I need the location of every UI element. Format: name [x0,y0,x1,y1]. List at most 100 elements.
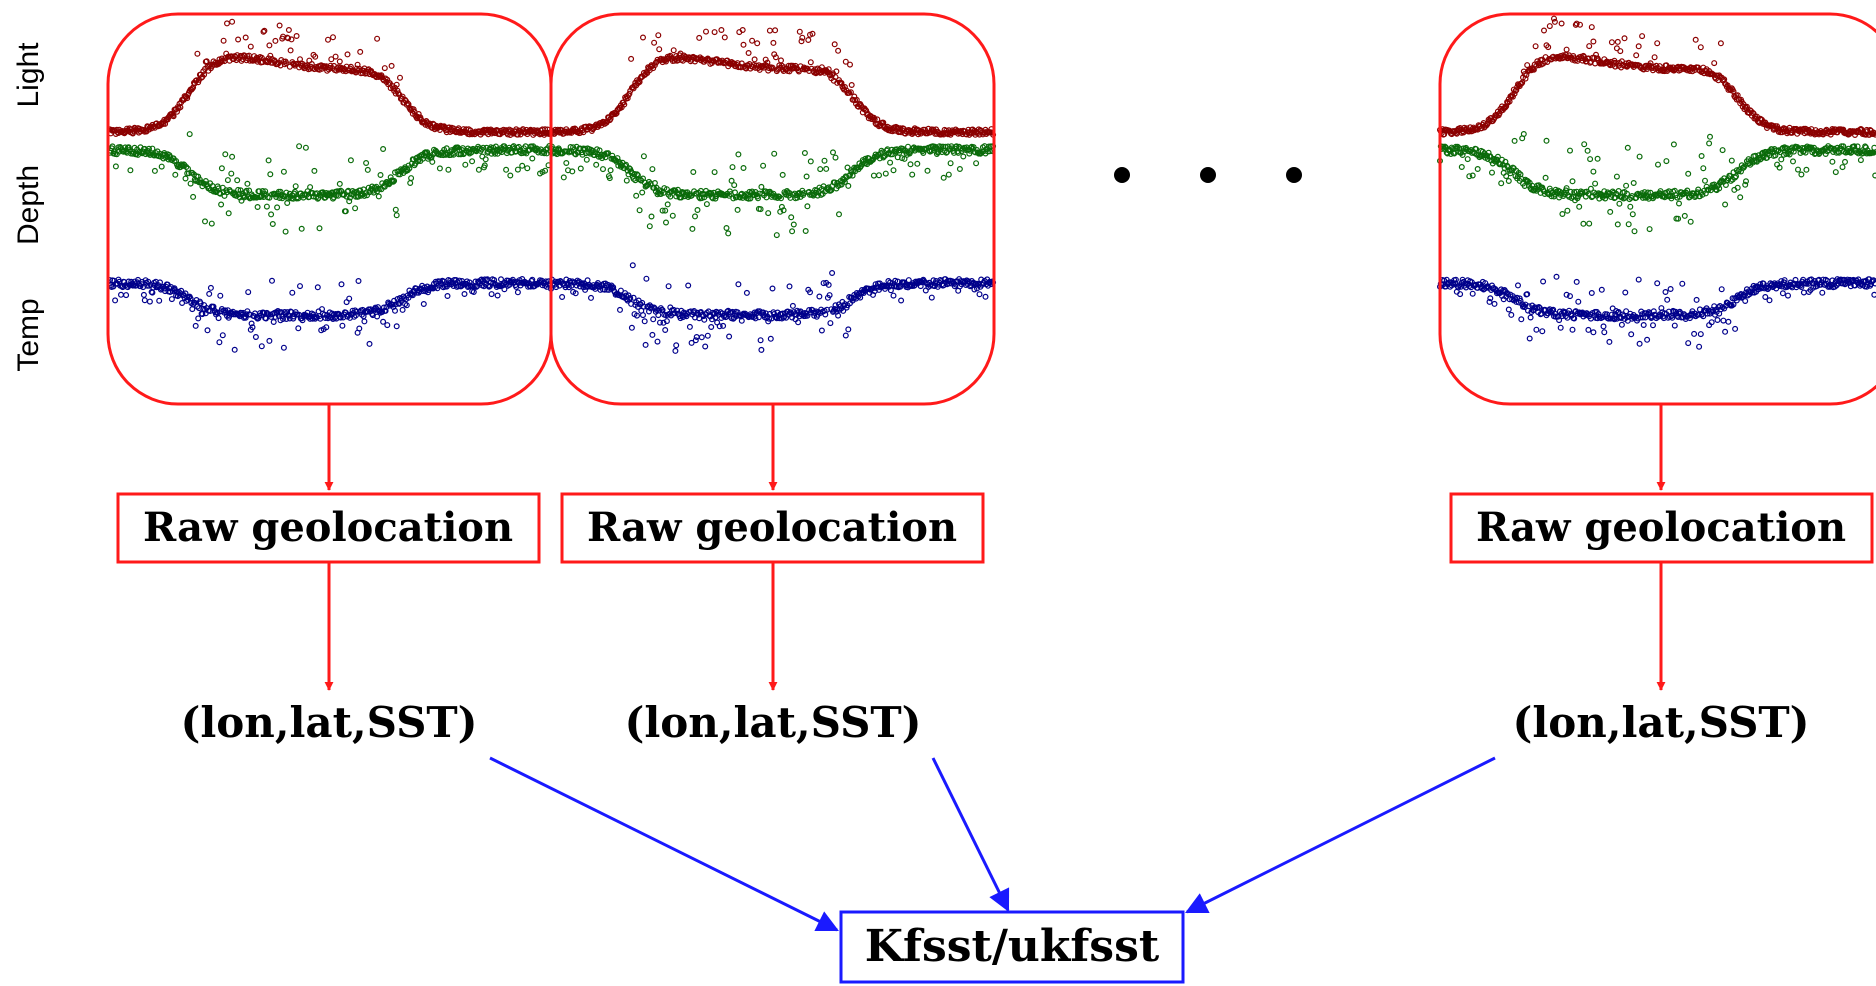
geolocation-box-1 [116,492,541,564]
sensor-sample-point [739,27,746,34]
sensor-sample-point [786,283,793,290]
sensor-sample-point [766,27,773,34]
sensor-sample-point [1494,153,1501,160]
sensor-sample-point [1563,185,1570,192]
sensor-sample-point [207,284,214,291]
sensor-sample-point [829,270,836,277]
sensor-sample-point [734,206,741,213]
sensor-sample-point [1737,194,1744,201]
sensor-sample-point [670,47,677,54]
sensor-sample-point [645,178,652,185]
sensor-sample-point [807,59,814,66]
sensor-sample-point [1498,180,1505,187]
sensor-sample-point [218,201,225,208]
sensor-sample-point [629,262,636,269]
sensor-sample-point [1614,221,1621,228]
sensor-sample-point [1841,158,1848,165]
sensor-sample-point [1586,220,1593,227]
sensor-sample-point [825,66,832,73]
geolocation-label-3: Raw geolocation [1476,504,1846,551]
sensor-sample-point [772,193,779,200]
sensor-sample-point [1618,321,1625,328]
sensor-sample-point [1556,317,1563,324]
sensor-sample-point [905,277,912,284]
sensor-sample-point [382,307,389,314]
sensor-sample-point [1483,152,1490,159]
sensor-sample-point [862,106,869,113]
sensor-sample-point [529,155,536,162]
sensor-sample-point [1803,166,1810,173]
sensor-sample-point [760,162,767,169]
sensor-sample-point [754,40,761,47]
sensor-sample-point [826,292,833,299]
sensor-sample-point [1798,171,1805,178]
sensor-sample-point [272,37,279,44]
sensor-sample-point [1718,286,1725,293]
sensor-sample-point [1581,141,1588,148]
sensor-sample-point [1711,60,1718,67]
sensor-sample-point [947,160,954,167]
sensor-sample-point [804,203,811,210]
sensor-sample-point [393,323,400,330]
sensor-sample-point [689,225,696,232]
sensor-sample-point [570,144,577,151]
sensor-sample-point [406,165,413,172]
sensor-sample-point [626,165,633,172]
ellipsis-dot-3 [1286,167,1302,183]
sensor-sample-point [408,175,415,182]
sensor-sample-point [820,280,827,287]
sensor-sample-point [703,201,710,208]
sensor-sample-point [494,292,501,299]
sensor-sample-point [652,59,659,66]
sensor-sample-point [469,158,476,165]
sensor-sample-point [1601,329,1608,336]
sensor-sample-point [670,306,677,313]
sensor-sample-point [1679,280,1686,287]
sensor-sample-point [1636,153,1643,160]
sensor-sample-point [268,211,275,218]
sensor-sample-point [199,311,206,318]
sensor-sample-point [1612,63,1619,70]
sensor-sample-point [901,155,908,162]
sensor-sample-point [1520,131,1527,138]
sensor-sample-point [1635,276,1642,283]
sensor-sample-point [1511,137,1518,144]
sensor-sample-point [772,27,779,34]
sensor-sample-point [216,339,223,346]
geolocation-label-2: Raw geolocation [587,504,957,551]
sensor-sample-point [711,169,718,176]
sensor-sample-point [242,34,249,41]
sensor-sample-point [762,56,769,63]
sensor-sample-point [1584,147,1591,154]
sensor-sample-point [1622,289,1629,296]
sensor-sample-point [1872,280,1876,287]
sensor-sample-point [1518,80,1525,87]
sensor-sample-point [1667,286,1674,293]
sensor-sample-point [698,334,705,341]
sensor-sample-point [1614,38,1621,45]
sensor-sample-point [1847,149,1854,156]
sensor-sample-point [352,312,359,319]
sensor-sample-point [1488,169,1495,176]
sensor-sample-point [436,165,443,172]
sensor-sample-point [344,51,351,58]
sensor-sample-point [1762,294,1769,301]
sensor-sample-point [1640,322,1647,329]
sensor-sample-point [1474,166,1481,173]
sensor-sample-point [686,323,693,330]
sensor-sample-point [1613,173,1620,180]
sensor-sample-point [248,320,255,327]
sensor-sample-point [182,175,189,182]
sensor-sample-point [1675,215,1682,222]
sensor-sample-point [1742,298,1749,305]
sensor-sample-point [1487,295,1494,302]
sensor-sample-point [973,160,980,167]
sensor-sample-point [765,210,772,217]
sensor-sample-point [809,30,816,37]
sensor-sample-point [534,146,541,153]
sensor-sample-point [470,289,477,296]
sensor-sample-point [1871,144,1876,151]
sensor-sample-point [420,301,427,308]
ellipsis-dots [1114,167,1302,183]
sensor-sample-point [678,194,685,201]
